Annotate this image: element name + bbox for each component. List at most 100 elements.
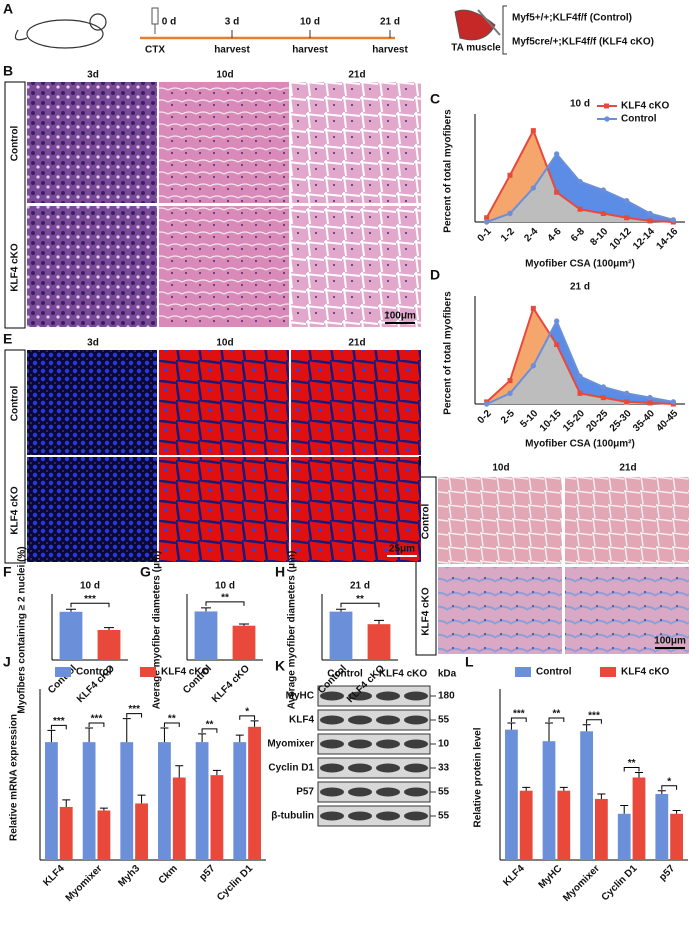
blot-band (348, 739, 372, 749)
significance-bracket (205, 601, 245, 606)
panel-label: B (3, 63, 13, 79)
y-axis-label: Myofibers containing ≥ 2 nuclei (%) (17, 546, 28, 713)
bar (45, 742, 58, 860)
chart-title: 21 d (350, 581, 370, 592)
blot-band (320, 691, 344, 701)
significance-label: ** (553, 709, 561, 720)
error-bar (250, 720, 259, 727)
timeline-label: 3 d (225, 17, 239, 28)
point (623, 390, 630, 397)
micrograph (27, 457, 157, 562)
row-label: Control (421, 504, 432, 540)
blot-band (376, 691, 400, 701)
blot-label: Cyclin D1 (268, 763, 314, 774)
kda-label: 55 (438, 811, 450, 822)
micrograph (159, 82, 289, 203)
point (623, 198, 630, 204)
blot-band (348, 691, 372, 701)
x-tick-label: 15-20 (561, 408, 587, 434)
point (647, 394, 653, 401)
x-tick-label: KLF4 cKO (210, 663, 252, 705)
column-label: 3d (87, 338, 99, 349)
bar (195, 742, 209, 860)
significance-label: *** (84, 594, 96, 605)
micrograph (291, 206, 421, 327)
panel-label: G (140, 564, 151, 580)
point (624, 399, 630, 405)
scale-bar-label: 25μm (389, 544, 415, 555)
x-tick-label: 2-4 (522, 226, 540, 244)
significance-label: ** (168, 714, 176, 725)
panel-label: K (275, 658, 285, 674)
point (554, 342, 560, 347)
panel-label: A (3, 1, 13, 17)
micrograph (565, 477, 689, 564)
timeline-label: 21 d (380, 17, 400, 28)
row-label: Control (10, 386, 21, 422)
panel-label: H (275, 564, 285, 580)
error-bar (672, 810, 681, 814)
bar (59, 611, 83, 660)
y-axis-label: Average myofiber diameters (μm) (287, 551, 298, 710)
bar (670, 813, 683, 860)
panel-label: L (465, 654, 474, 670)
blot-band (348, 787, 372, 797)
significance-label: * (245, 707, 249, 718)
blot-label: Myomixer (267, 739, 314, 750)
row-label: KLF4 cKO (10, 243, 21, 292)
column-label: 3d (87, 70, 99, 81)
bar (580, 731, 593, 860)
kda-label: 55 (438, 787, 450, 798)
error-bar (85, 727, 94, 743)
error-bar (336, 608, 346, 612)
error-bar (160, 727, 169, 743)
chart-title: 10 d (215, 581, 235, 592)
panel-label: I (418, 453, 422, 469)
syringe (151, 7, 159, 34)
point (530, 128, 536, 134)
x-axis-label: Myofiber CSA (100μm²) (525, 259, 635, 270)
point (507, 390, 513, 397)
point (554, 189, 560, 195)
chart-title: 10 d (80, 581, 100, 592)
significance-bracket (126, 713, 143, 718)
significance-bracket (239, 715, 256, 720)
x-tick-label: Cyclin D1 (215, 863, 255, 903)
point (483, 401, 490, 407)
blot-band (348, 811, 372, 821)
timeline-label: 0 d (162, 17, 176, 28)
point (600, 395, 606, 401)
error-bar (235, 734, 244, 743)
x-tick-label: 4-6 (546, 226, 564, 244)
panel-label: D (430, 267, 440, 283)
error-bar (239, 623, 249, 626)
x-tick-label: 10-15 (538, 408, 564, 434)
point (670, 399, 677, 405)
blot-band (320, 715, 344, 725)
y-axis-label: Relative protein level (473, 727, 484, 827)
point (647, 400, 653, 406)
chart-title: 21 d (570, 282, 590, 293)
significance-label: *** (513, 709, 525, 720)
significance-label: *** (588, 710, 600, 721)
blot-band (404, 739, 428, 749)
y-axis-label: Percent of total myofibers (443, 109, 454, 233)
muscle-label: TA muscle (451, 43, 501, 54)
bar (505, 729, 518, 860)
genotype-label: Myf5cre/+;KLF4f/f (KLF4 cKO) (512, 37, 654, 48)
legend-marker (604, 116, 610, 122)
significance-bracket (70, 602, 110, 608)
micrograph (438, 567, 562, 654)
column-label: 10d (216, 70, 233, 81)
error-bar (137, 794, 146, 804)
significance-bracket (50, 724, 67, 730)
point (483, 219, 490, 225)
point (484, 215, 490, 221)
blot-label: P57 (296, 787, 314, 798)
micrograph (565, 567, 689, 654)
bar (194, 611, 218, 660)
significance-label: ** (206, 720, 214, 731)
bar (329, 611, 353, 660)
row-label-box (4, 349, 26, 564)
x-tick-label: p57 (657, 863, 677, 883)
